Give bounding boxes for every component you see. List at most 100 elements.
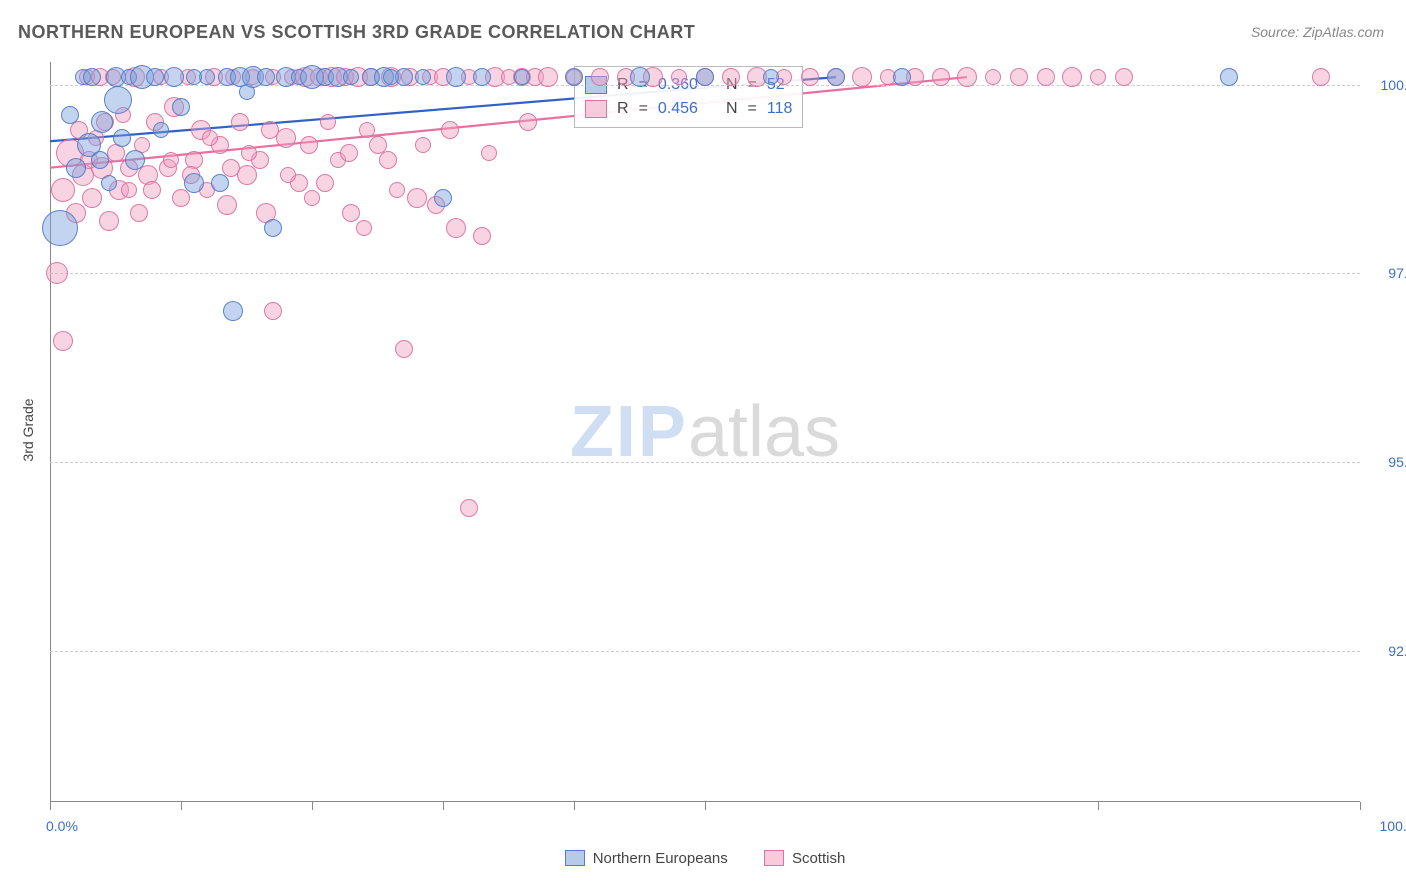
scatter-point-pink (473, 227, 491, 245)
scatter-point-blue (893, 68, 911, 86)
scatter-point-pink (591, 68, 609, 86)
scatter-point-pink (446, 218, 466, 238)
x-tick-label: 100.0% (1380, 818, 1406, 834)
scatter-point-blue (101, 175, 117, 191)
scatter-point-blue (164, 67, 184, 87)
gridline-h (50, 651, 1360, 652)
scatter-point-pink (852, 67, 872, 87)
scatter-point-blue (415, 69, 431, 85)
scatter-point-pink (121, 182, 137, 198)
scatter-point-blue (66, 158, 86, 178)
chart-title: NORTHERN EUROPEAN VS SCOTTISH 3RD GRADE … (18, 22, 695, 43)
scatter-point-pink (1115, 68, 1133, 86)
scatter-point-blue (696, 68, 714, 86)
scatter-point-pink (395, 340, 413, 358)
source-attribution: Source: ZipAtlas.com (1251, 24, 1384, 40)
scatter-point-blue (343, 69, 359, 85)
scatter-point-blue (153, 122, 169, 138)
scatter-point-pink (722, 68, 740, 86)
scatter-point-pink (241, 145, 257, 161)
y-tick-label: 92.5% (1368, 643, 1406, 659)
watermark: ZIPatlas (570, 391, 840, 473)
scatter-point-pink (801, 68, 819, 86)
gridline-h (50, 273, 1360, 274)
scatter-point-blue (61, 106, 79, 124)
scatter-point-pink (261, 121, 279, 139)
scatter-point-blue (42, 210, 78, 246)
scatter-point-pink (460, 499, 478, 517)
plot-border-left (50, 62, 51, 802)
scatter-point-pink (231, 113, 249, 131)
watermark-zip: ZIP (570, 392, 688, 472)
scatter-point-pink (280, 167, 296, 183)
scatter-point-pink (217, 195, 237, 215)
swatch-pink-icon (585, 100, 607, 118)
scatter-point-blue (223, 301, 243, 321)
legend-bottom-item-pink: Scottish (764, 850, 845, 867)
legend-bottom: Northern Europeans Scottish (50, 850, 1360, 871)
n-label: N (726, 97, 738, 121)
scatter-point-pink (441, 121, 459, 139)
scatter-point-blue (565, 68, 583, 86)
x-tick (181, 802, 182, 810)
scatter-point-pink (1090, 69, 1106, 85)
scatter-point-blue (446, 67, 466, 87)
legend-bottom-label-blue: Northern Europeans (593, 850, 728, 867)
scatter-point-pink (359, 122, 375, 138)
scatter-point-blue (186, 69, 202, 85)
scatter-point-pink (53, 331, 73, 351)
scatter-point-blue (113, 129, 131, 147)
scatter-point-blue (1220, 68, 1238, 86)
y-axis-title: 3rd Grade (20, 398, 36, 461)
scatter-point-blue (257, 68, 275, 86)
scatter-point-pink (130, 204, 148, 222)
scatter-point-pink (389, 182, 405, 198)
x-tick (312, 802, 313, 810)
plot-area: ZIPatlas R = 0.360 N = 52 R = 0.456 N (50, 62, 1360, 802)
scatter-point-pink (407, 188, 427, 208)
scatter-point-blue (827, 68, 845, 86)
scatter-point-pink (342, 204, 360, 222)
scatter-point-pink (300, 136, 318, 154)
scatter-point-blue (264, 219, 282, 237)
scatter-point-pink (379, 151, 397, 169)
scatter-point-blue (125, 150, 145, 170)
scatter-point-blue (91, 111, 113, 133)
scatter-point-pink (99, 211, 119, 231)
watermark-atlas: atlas (688, 392, 840, 472)
scatter-point-pink (1037, 68, 1055, 86)
scatter-point-pink (985, 69, 1001, 85)
x-tick-label: 0.0% (46, 818, 78, 834)
scatter-point-blue (630, 67, 650, 87)
y-tick-label: 100.0% (1368, 77, 1406, 93)
x-tick (50, 802, 51, 810)
scatter-point-blue (473, 68, 491, 86)
scatter-point-pink (1010, 68, 1028, 86)
x-tick (1360, 802, 1361, 810)
legend-inset-row-pink: R = 0.456 N = 118 (585, 97, 792, 121)
scatter-point-pink (538, 67, 558, 87)
scatter-point-blue (763, 69, 779, 85)
x-tick (705, 802, 706, 810)
scatter-point-blue (211, 174, 229, 192)
scatter-point-pink (320, 114, 336, 130)
scatter-point-blue (83, 68, 101, 86)
x-tick (574, 802, 575, 810)
scatter-point-pink (1312, 68, 1330, 86)
gridline-h (50, 462, 1360, 463)
scatter-point-blue (184, 173, 204, 193)
scatter-point-blue (434, 189, 452, 207)
scatter-point-pink (202, 130, 218, 146)
eq-sign: = (748, 97, 757, 121)
scatter-point-pink (46, 262, 68, 284)
r-label: R (617, 97, 629, 121)
scatter-point-pink (932, 68, 950, 86)
r-value-pink: 0.456 (658, 97, 698, 121)
scatter-point-pink (671, 69, 687, 85)
scatter-point-pink (316, 174, 334, 192)
swatch-pink-icon (764, 850, 784, 866)
legend-bottom-label-pink: Scottish (792, 850, 845, 867)
scatter-point-blue (383, 69, 399, 85)
scatter-point-blue (172, 98, 190, 116)
scatter-point-pink (957, 67, 977, 87)
